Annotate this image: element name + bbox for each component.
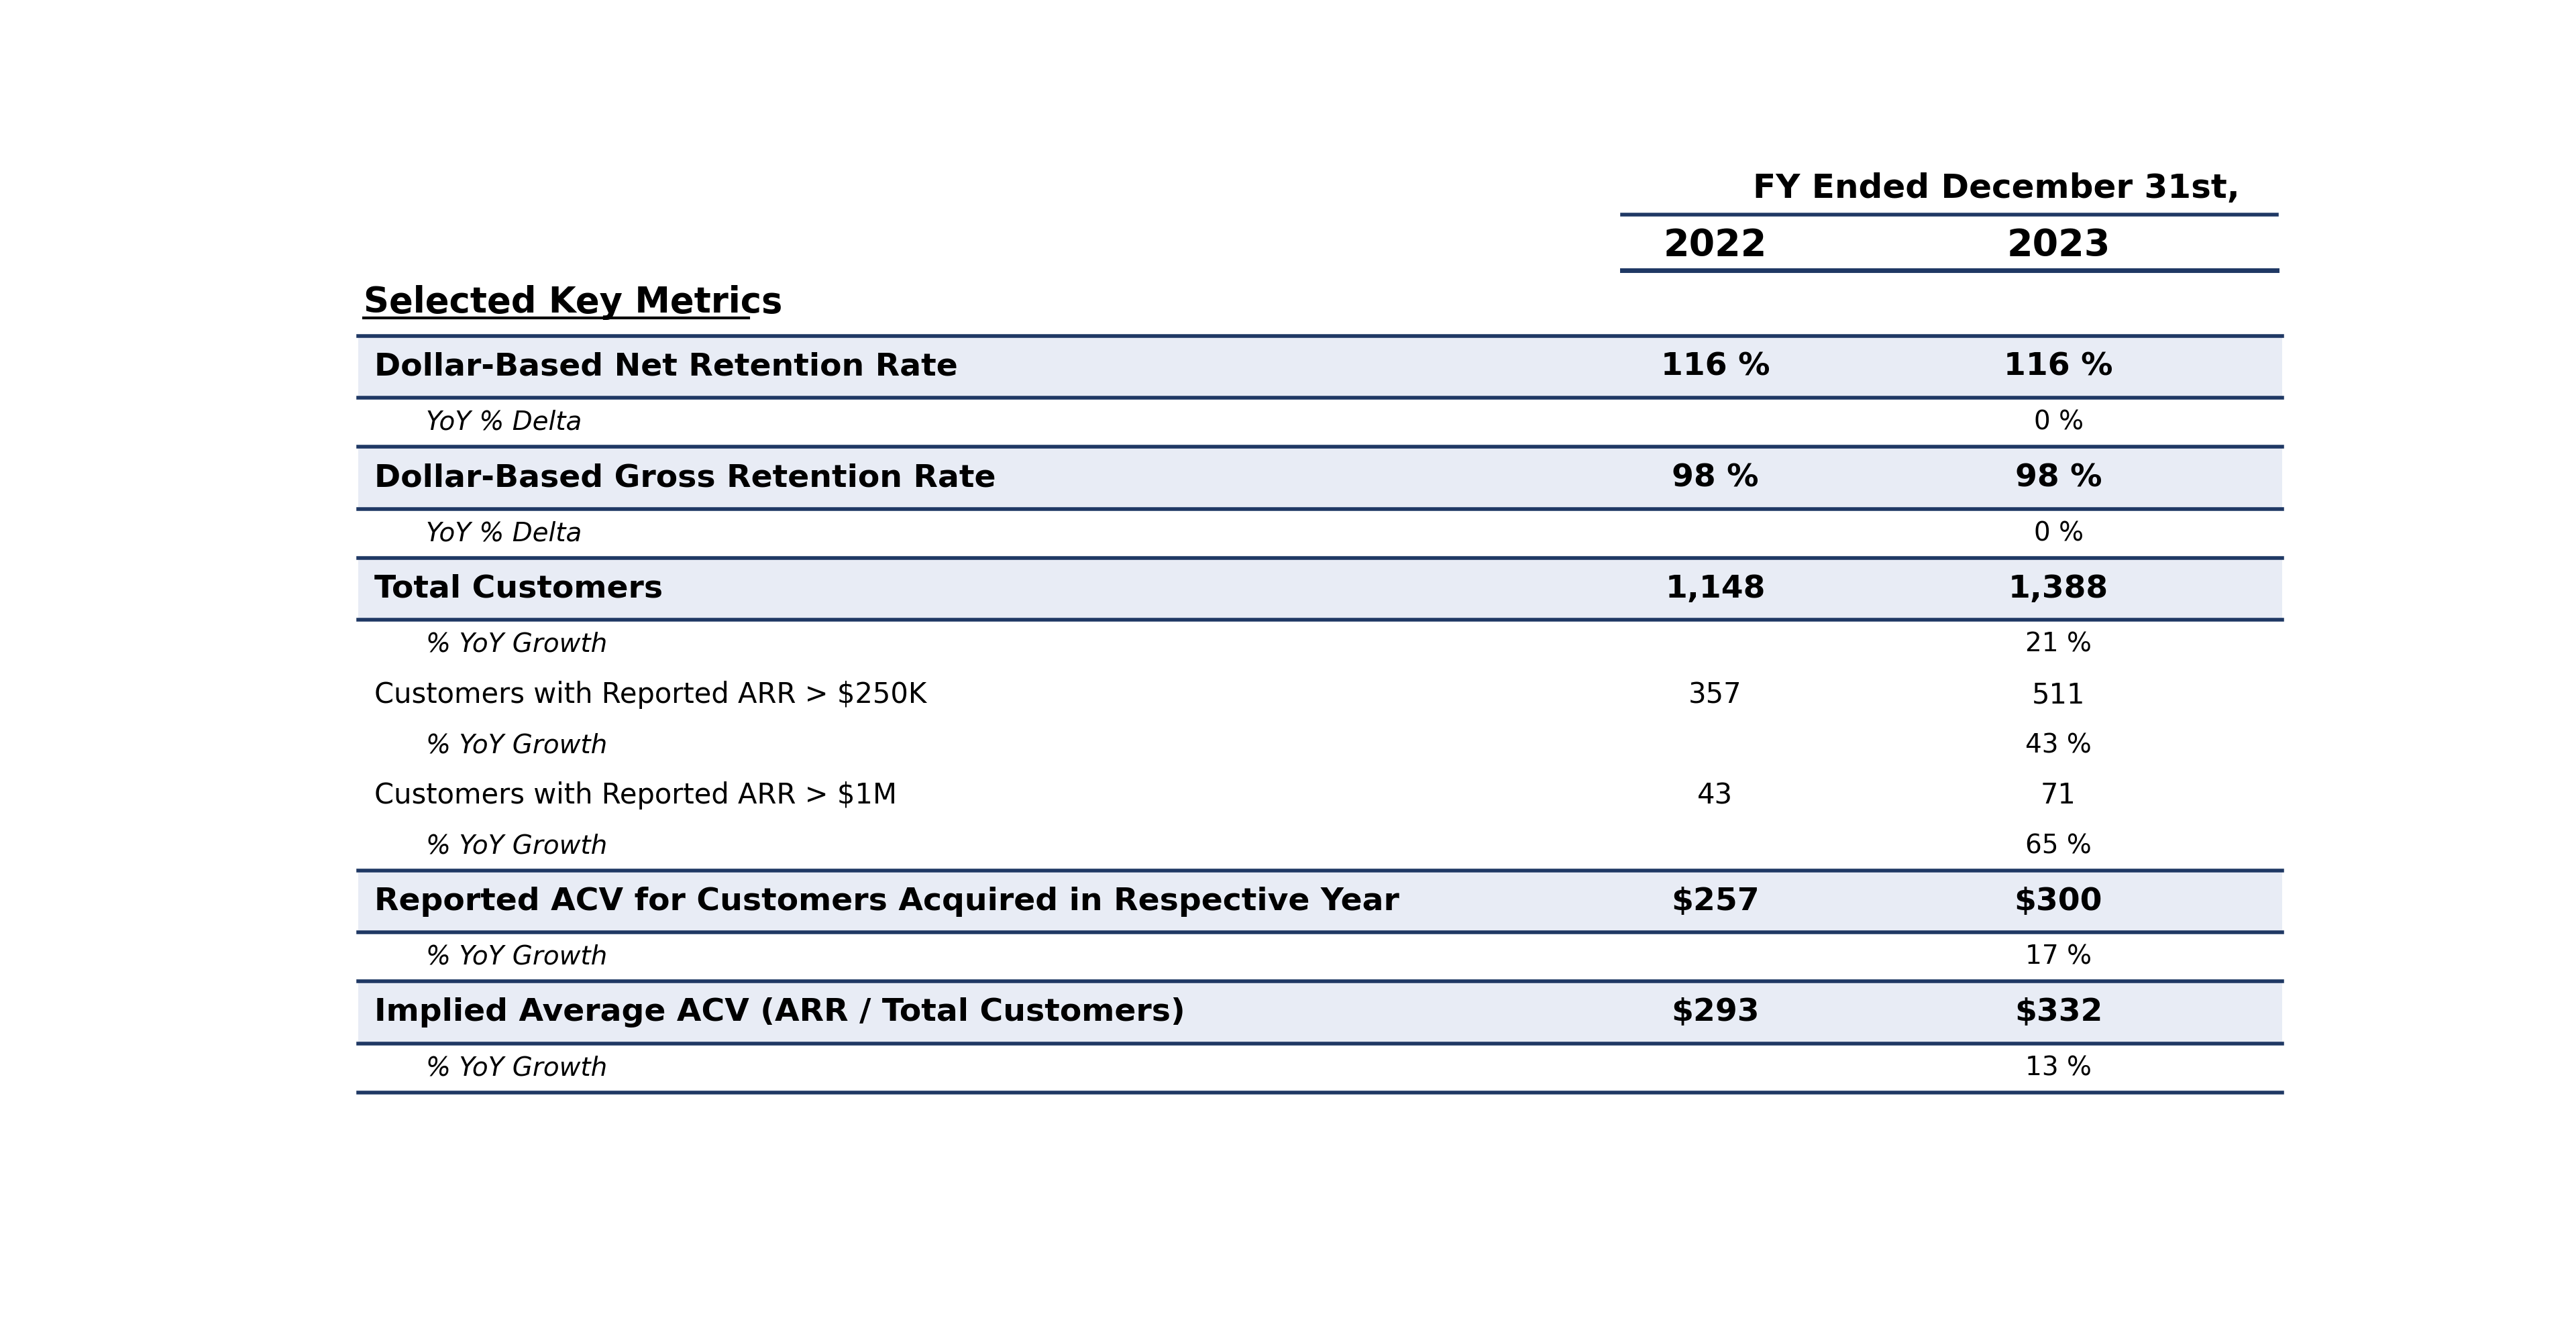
Text: 43: 43 [1698, 782, 1734, 810]
Text: $332: $332 [2014, 998, 2102, 1027]
Text: Total Customers: Total Customers [374, 574, 662, 605]
Text: YoY % Delta: YoY % Delta [425, 410, 582, 436]
Text: 2022: 2022 [1664, 228, 1767, 264]
Bar [358, 932, 2282, 982]
Bar [358, 669, 2282, 721]
Text: $293: $293 [1672, 998, 1759, 1027]
Text: Implied Average ACV (ARR / Total Customers): Implied Average ACV (ARR / Total Custome… [374, 998, 1185, 1027]
Bar [358, 822, 2282, 870]
Bar [358, 558, 2282, 619]
Text: 116 %: 116 % [1662, 352, 1770, 382]
Text: 0 %: 0 % [2032, 410, 2084, 436]
Text: 357: 357 [1690, 681, 1741, 709]
Text: Dollar-Based Gross Retention Rate: Dollar-Based Gross Retention Rate [374, 464, 994, 493]
Text: 116 %: 116 % [2004, 352, 2112, 382]
Bar [358, 336, 2282, 398]
Text: 1,148: 1,148 [1664, 574, 1765, 605]
Text: Selected Key Metrics: Selected Key Metrics [363, 285, 783, 320]
Text: % YoY Growth: % YoY Growth [425, 1055, 608, 1080]
Bar [358, 619, 2282, 669]
Text: 43 %: 43 % [2025, 733, 2092, 758]
Text: 71: 71 [2040, 782, 2076, 810]
Bar [358, 1043, 2282, 1092]
Text: % YoY Growth: % YoY Growth [425, 944, 608, 970]
Bar [358, 509, 2282, 558]
Bar [358, 870, 2282, 932]
Text: % YoY Growth: % YoY Growth [425, 631, 608, 657]
Text: 1,388: 1,388 [2009, 574, 2110, 605]
Bar [358, 770, 2282, 822]
Text: % YoY Growth: % YoY Growth [425, 733, 608, 758]
Text: 17 %: 17 % [2025, 944, 2092, 970]
Bar [358, 721, 2282, 770]
Text: 13 %: 13 % [2025, 1055, 2092, 1080]
Text: $257: $257 [1672, 886, 1759, 916]
Text: 98 %: 98 % [2014, 464, 2102, 493]
Text: YoY % Delta: YoY % Delta [425, 521, 582, 546]
Text: 21 %: 21 % [2025, 631, 2092, 657]
Text: $300: $300 [2014, 886, 2102, 916]
Text: Customers with Reported ARR > $1M: Customers with Reported ARR > $1M [374, 782, 896, 810]
Text: 0 %: 0 % [2032, 521, 2084, 546]
Bar [358, 982, 2282, 1043]
Text: FY Ended December 31st,: FY Ended December 31st, [1752, 173, 2239, 205]
Text: Dollar-Based Net Retention Rate: Dollar-Based Net Retention Rate [374, 352, 958, 382]
Text: 98 %: 98 % [1672, 464, 1759, 493]
Bar [358, 398, 2282, 448]
Text: 65 %: 65 % [2025, 834, 2092, 859]
Bar [358, 448, 2282, 509]
Text: 511: 511 [2032, 681, 2084, 709]
Text: 2023: 2023 [2007, 228, 2110, 264]
Text: Reported ACV for Customers Acquired in Respective Year: Reported ACV for Customers Acquired in R… [374, 886, 1399, 916]
Text: Customers with Reported ARR > $250K: Customers with Reported ARR > $250K [374, 681, 927, 709]
Text: % YoY Growth: % YoY Growth [425, 834, 608, 859]
